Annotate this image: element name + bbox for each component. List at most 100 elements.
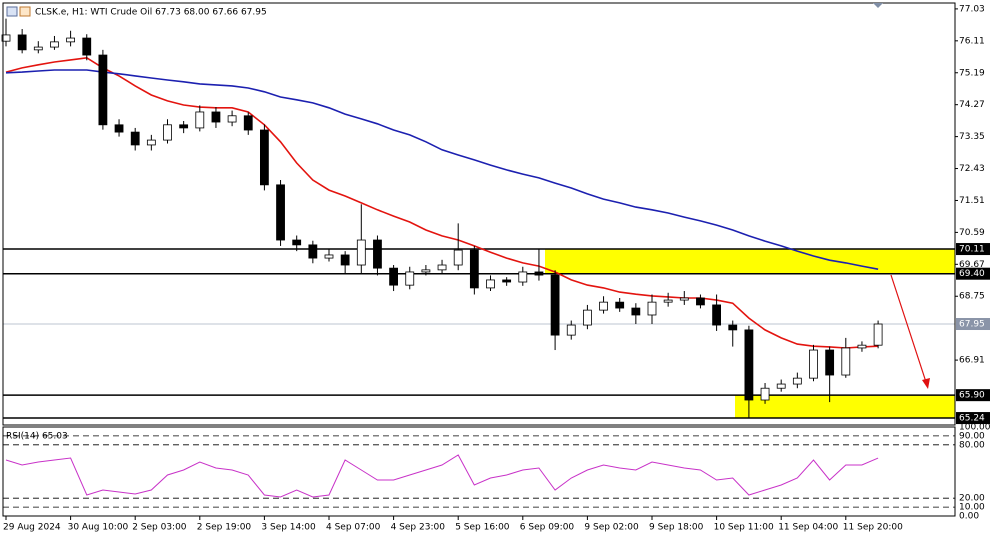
y-tick-label: 77.03 (959, 4, 985, 14)
candle-body (324, 254, 334, 259)
candle-body (873, 323, 883, 346)
zones (545, 249, 955, 419)
menu-icon[interactable] (19, 6, 31, 17)
y-tick-label: 75.19 (959, 68, 985, 78)
zone (735, 395, 955, 419)
y-tick-label: 10.00 (959, 503, 985, 513)
candle-body (663, 299, 673, 303)
candle-body (405, 271, 415, 286)
rsi-frame (2, 426, 956, 517)
zone (545, 249, 955, 274)
candle-body (744, 329, 754, 401)
x-tick-label: 4 Sep 07:00 (326, 523, 381, 533)
candle-body (712, 304, 721, 326)
x-tick-label: 9 Sep 02:00 (584, 523, 639, 533)
y-tick-label: 80.00 (959, 440, 985, 450)
candle-body (696, 297, 705, 306)
x-tick-label: 2 Sep 03:00 (132, 523, 187, 533)
candle-body (276, 184, 285, 241)
moving-average (5, 56, 879, 349)
candle-body (292, 239, 302, 246)
rsi-line (5, 454, 879, 498)
candle-body (243, 115, 253, 131)
y-tick-label: 90.00 (959, 431, 985, 441)
candle-body (437, 264, 447, 271)
candle-body (340, 254, 350, 266)
level-label: 70.11 (959, 245, 985, 255)
y-tick-label: 72.43 (959, 164, 985, 174)
shift-marker (873, 3, 883, 8)
y-tick-label: 76.11 (959, 36, 985, 46)
candle-body (469, 249, 479, 289)
candle-body (389, 267, 399, 286)
candle-body (66, 37, 75, 43)
chart-title: CLSK.e, H1: WTI Crude Oil 67.73 68.00 67… (35, 8, 267, 18)
candle-body (550, 274, 560, 336)
level-label: 65.90 (959, 391, 985, 401)
candle-body (211, 111, 221, 123)
y-tick-label: 66.91 (959, 356, 985, 366)
candle-body (179, 124, 189, 129)
menu-icon[interactable] (6, 6, 18, 17)
candle-body (599, 301, 608, 311)
candle-body (195, 111, 205, 129)
candle-body (566, 324, 576, 336)
rsi-title: RSI(14) 65.03 (6, 432, 68, 442)
candle-body (841, 347, 851, 376)
y-tick-label: 70.59 (959, 228, 985, 238)
x-tick-label: 10 Sep 11:00 (714, 523, 774, 533)
candle-body (146, 139, 156, 146)
candle-body (679, 297, 689, 301)
level-label-box (956, 389, 990, 402)
price-frame (2, 2, 956, 426)
y-tick-label: 0.00 (959, 512, 979, 522)
candle-body (82, 37, 92, 56)
candle-body (114, 124, 124, 133)
y-tick-label: 68.75 (959, 292, 985, 302)
x-tick-label: 2 Sep 19:00 (197, 523, 252, 533)
candle-body (453, 249, 463, 266)
candle-body (130, 131, 140, 146)
price-panel: 77.03 76.11 75.19 74.27 73.35 72.43 71.51 70.59… (1, 4, 990, 425)
candle-body (631, 307, 641, 316)
candle-body (792, 377, 802, 385)
level-label-box (956, 267, 990, 280)
x-tick-label: 30 Aug 10:00 (68, 523, 129, 533)
level-label: 65.24 (959, 414, 985, 424)
moving-average (5, 69, 879, 270)
candle-body (615, 301, 625, 309)
candle-body (502, 279, 512, 283)
candle-body (760, 387, 770, 401)
y-tick-label: 74.27 (959, 100, 985, 110)
candle-body (50, 41, 59, 48)
candle-body (163, 124, 172, 141)
candle-body (373, 239, 382, 269)
candle-body (98, 54, 108, 126)
y-tick-label: 69.67 (959, 260, 985, 270)
x-tick-label: 11 Sep 04:00 (778, 523, 838, 533)
x-tick-label: 6 Sep 09:00 (520, 523, 575, 533)
candle-body (518, 271, 528, 283)
candle-body (583, 309, 592, 326)
forecast-arrow (890, 274, 927, 383)
x-tick-label: 3 Sep 14:00 (261, 523, 316, 533)
y-tick-label: 20.00 (959, 494, 985, 504)
candle-body (486, 279, 495, 289)
candle-body (33, 46, 43, 51)
candle-body (308, 244, 318, 259)
level-label: 69.40 (959, 269, 985, 279)
x-tick-label: 9 Sep 18:00 (649, 523, 704, 533)
x-tick-label: 11 Sep 20:00 (843, 523, 903, 533)
price-label-box (956, 318, 990, 331)
candle-body (17, 34, 27, 51)
candle-body (776, 383, 786, 389)
candle-body (728, 324, 738, 331)
candle-body (259, 129, 269, 186)
candle-body (534, 271, 544, 276)
x-tick-label: 4 Sep 23:00 (391, 523, 446, 533)
forecast-arrow-head (922, 378, 930, 389)
candle-body (1, 34, 11, 42)
y-tick-label: 73.35 (959, 132, 985, 142)
